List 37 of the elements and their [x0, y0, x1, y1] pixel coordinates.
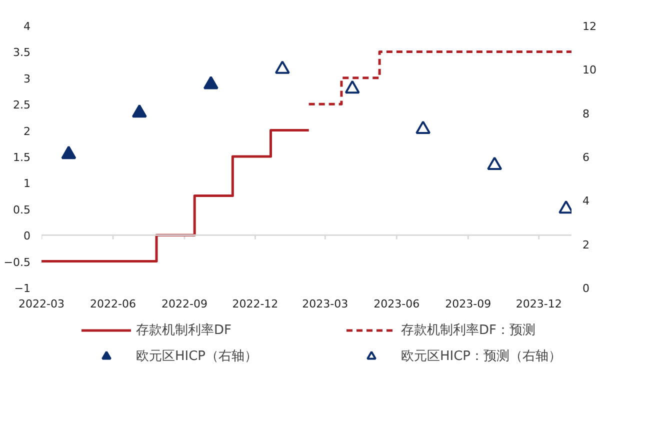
y2-tick-label: 2: [582, 238, 590, 252]
legend-label: 欧元区HICP（右轴）: [136, 348, 259, 365]
x-tick-label: 2023-09: [445, 298, 492, 310]
x-tick-label: 2023-06: [374, 298, 420, 310]
x-tick-label: 2022-03: [18, 298, 64, 310]
point: [61, 146, 76, 160]
y-tick-label: 0.5: [13, 203, 31, 216]
y2-tick-label: 8: [582, 107, 590, 120]
legend-label: 存款机制利率DF：预测: [401, 322, 536, 339]
y-tick-label: 4: [24, 20, 30, 33]
legend-label: 欧元区HICP：预测（右轴）: [401, 348, 563, 365]
point: [344, 80, 360, 94]
legend-label: 存款机制利率DF: [136, 322, 232, 339]
x-tick-label: 2022-09: [162, 298, 208, 310]
point: [274, 60, 290, 74]
x-tick-label: 2022-12: [232, 298, 278, 310]
x-tick-label: 2022-06: [90, 298, 136, 310]
point: [487, 156, 502, 170]
y-tick-label: 1.5: [13, 151, 31, 164]
y-tick-label: −1: [14, 282, 31, 295]
y-tick-label: 1: [24, 177, 30, 190]
y-tick-label: 2: [24, 124, 30, 138]
x-tick-label: 2023-03: [302, 298, 348, 310]
y2-tick-label: 10: [582, 64, 596, 77]
y2-tick-label: 12: [582, 20, 596, 33]
y2-tick-label: 0: [582, 282, 590, 295]
y-tick-label: 3.5: [13, 46, 31, 60]
point: [132, 104, 147, 118]
point: [203, 76, 218, 90]
y2-tick-label: 4: [582, 194, 590, 208]
point: [416, 120, 431, 134]
y2-tick-label: 6: [582, 151, 590, 164]
y-tick-label: −0.5: [4, 256, 31, 269]
x-tick-label: 2023-12: [516, 298, 562, 310]
y-tick-label: 2.5: [13, 98, 31, 112]
y-tick-label: 3: [24, 72, 30, 86]
y-tick-label: 0: [24, 230, 30, 243]
